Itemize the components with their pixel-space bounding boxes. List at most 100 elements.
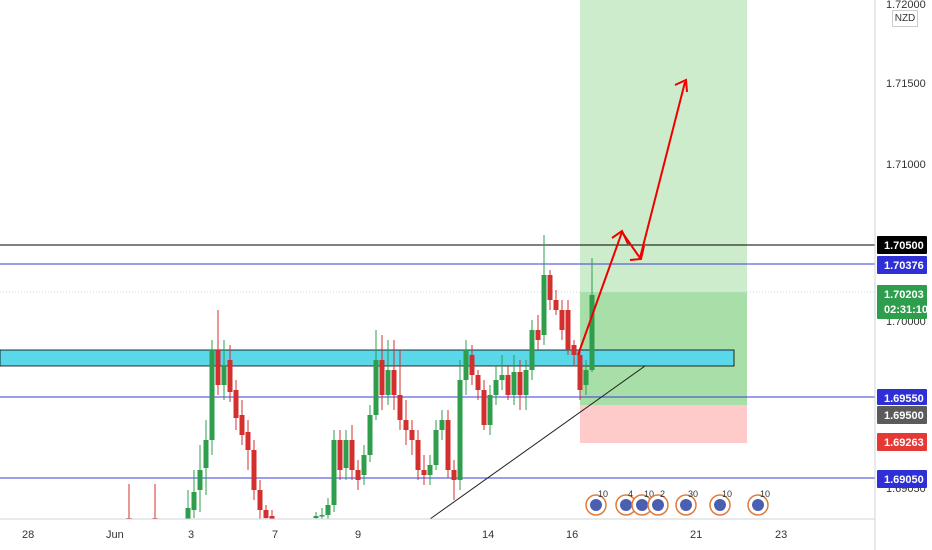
svg-text:1.69500: 1.69500	[884, 410, 924, 422]
candle	[445, 410, 451, 478]
candle	[487, 385, 493, 435]
date-tick-label: 16	[566, 529, 578, 541]
tag-1-69050[interactable]: 1.69050	[877, 470, 927, 488]
candle	[152, 484, 158, 520]
candle	[325, 498, 331, 519]
candle	[403, 400, 409, 445]
date-tick-label: 21	[690, 529, 702, 541]
candle	[257, 480, 263, 519]
date-tick-label: Jun	[106, 529, 124, 541]
candle	[197, 445, 203, 512]
candle	[245, 420, 251, 470]
candle	[391, 340, 397, 410]
tag-1-69550[interactable]: 1.69550	[877, 389, 927, 405]
candle	[203, 420, 209, 495]
date-tick-label: 3	[188, 529, 194, 541]
currency-label[interactable]: NZD	[892, 10, 918, 27]
trendline[interactable]	[429, 365, 646, 520]
candle	[517, 360, 523, 410]
candle	[269, 510, 275, 519]
candle	[547, 270, 553, 310]
candle	[397, 350, 403, 430]
candle	[343, 430, 349, 480]
candle	[337, 430, 343, 480]
entry-target-zone[interactable]	[580, 292, 747, 405]
tag-1-69500[interactable]: 1.69500	[877, 406, 927, 424]
candle	[469, 345, 475, 385]
event-icon[interactable]: 10	[585, 489, 608, 516]
candle	[367, 405, 373, 462]
event-icon[interactable]: 10	[747, 489, 770, 516]
candle	[529, 320, 535, 380]
candle	[185, 490, 191, 519]
svg-text:1.69550: 1.69550	[884, 393, 924, 405]
candle	[331, 430, 337, 512]
stop-zone[interactable]	[580, 405, 747, 443]
economic-events[interactable]: 10 4 10 2 30 10 10	[585, 489, 770, 516]
svg-text:10: 10	[722, 489, 732, 499]
candle	[409, 420, 415, 455]
tag-1-70500[interactable]: 1.70500	[877, 236, 927, 254]
candle	[463, 340, 469, 395]
candle	[541, 235, 547, 345]
candle	[493, 365, 499, 405]
candle	[583, 360, 589, 395]
candle	[361, 445, 367, 485]
svg-text:1.69050: 1.69050	[884, 474, 924, 486]
target-zone[interactable]	[580, 0, 747, 292]
candle	[215, 310, 221, 395]
svg-text:02:31:10: 02:31:10	[884, 304, 928, 316]
date-tick-label: 7	[272, 529, 278, 541]
price-tags: 1.70500 1.70376 1.70203 02:31:10 1.69550 1.69…	[877, 236, 928, 488]
svg-text:1.70500: 1.70500	[884, 240, 924, 252]
tag-1-69263[interactable]: 1.69263	[877, 433, 927, 451]
svg-text:10: 10	[760, 489, 770, 499]
candle	[239, 400, 245, 445]
candle	[427, 455, 433, 485]
candle	[263, 505, 269, 519]
event-icon[interactable]: 10	[631, 489, 654, 516]
candle	[481, 380, 487, 430]
candle	[523, 360, 529, 410]
candle	[415, 430, 421, 480]
projection-arrow[interactable]	[577, 78, 688, 356]
candle	[126, 484, 132, 520]
candle	[499, 355, 505, 390]
svg-text:1.69263: 1.69263	[884, 437, 924, 449]
svg-text:30: 30	[688, 489, 698, 499]
event-icon[interactable]: 30	[675, 489, 698, 516]
candle	[559, 300, 565, 340]
tag-1-70376[interactable]: 1.70376	[877, 256, 927, 274]
candlestick-series	[126, 235, 595, 520]
candle	[355, 460, 361, 490]
event-icon[interactable]: 2	[647, 489, 669, 516]
svg-text:10: 10	[598, 489, 608, 499]
support-zone[interactable]	[0, 349, 735, 367]
svg-text:1.70376: 1.70376	[884, 260, 924, 272]
candle	[535, 315, 541, 350]
candle	[433, 420, 439, 470]
price-tick-label: 1.71500	[886, 78, 926, 90]
date-tick-label: 23	[775, 529, 787, 541]
candle	[233, 380, 239, 430]
candle	[319, 508, 325, 519]
candle	[457, 360, 463, 490]
price-tick-label: 1.72000	[886, 0, 926, 11]
candle	[209, 340, 215, 455]
candle	[451, 460, 457, 500]
candle	[565, 300, 571, 355]
date-axis[interactable]: 28 Jun 3 7 9 14 16 21 23	[22, 529, 787, 541]
candle	[221, 340, 227, 400]
tag-current[interactable]: 1.70203 02:31:10	[877, 285, 928, 319]
svg-text:10: 10	[644, 489, 654, 499]
candle	[577, 350, 583, 400]
candle	[511, 355, 517, 405]
candle	[553, 290, 559, 315]
svg-text:1.70203: 1.70203	[884, 289, 924, 301]
event-icon[interactable]: 10	[709, 489, 732, 516]
candle	[373, 330, 379, 420]
candle	[251, 440, 257, 500]
candle	[313, 512, 319, 519]
candle	[421, 455, 427, 485]
